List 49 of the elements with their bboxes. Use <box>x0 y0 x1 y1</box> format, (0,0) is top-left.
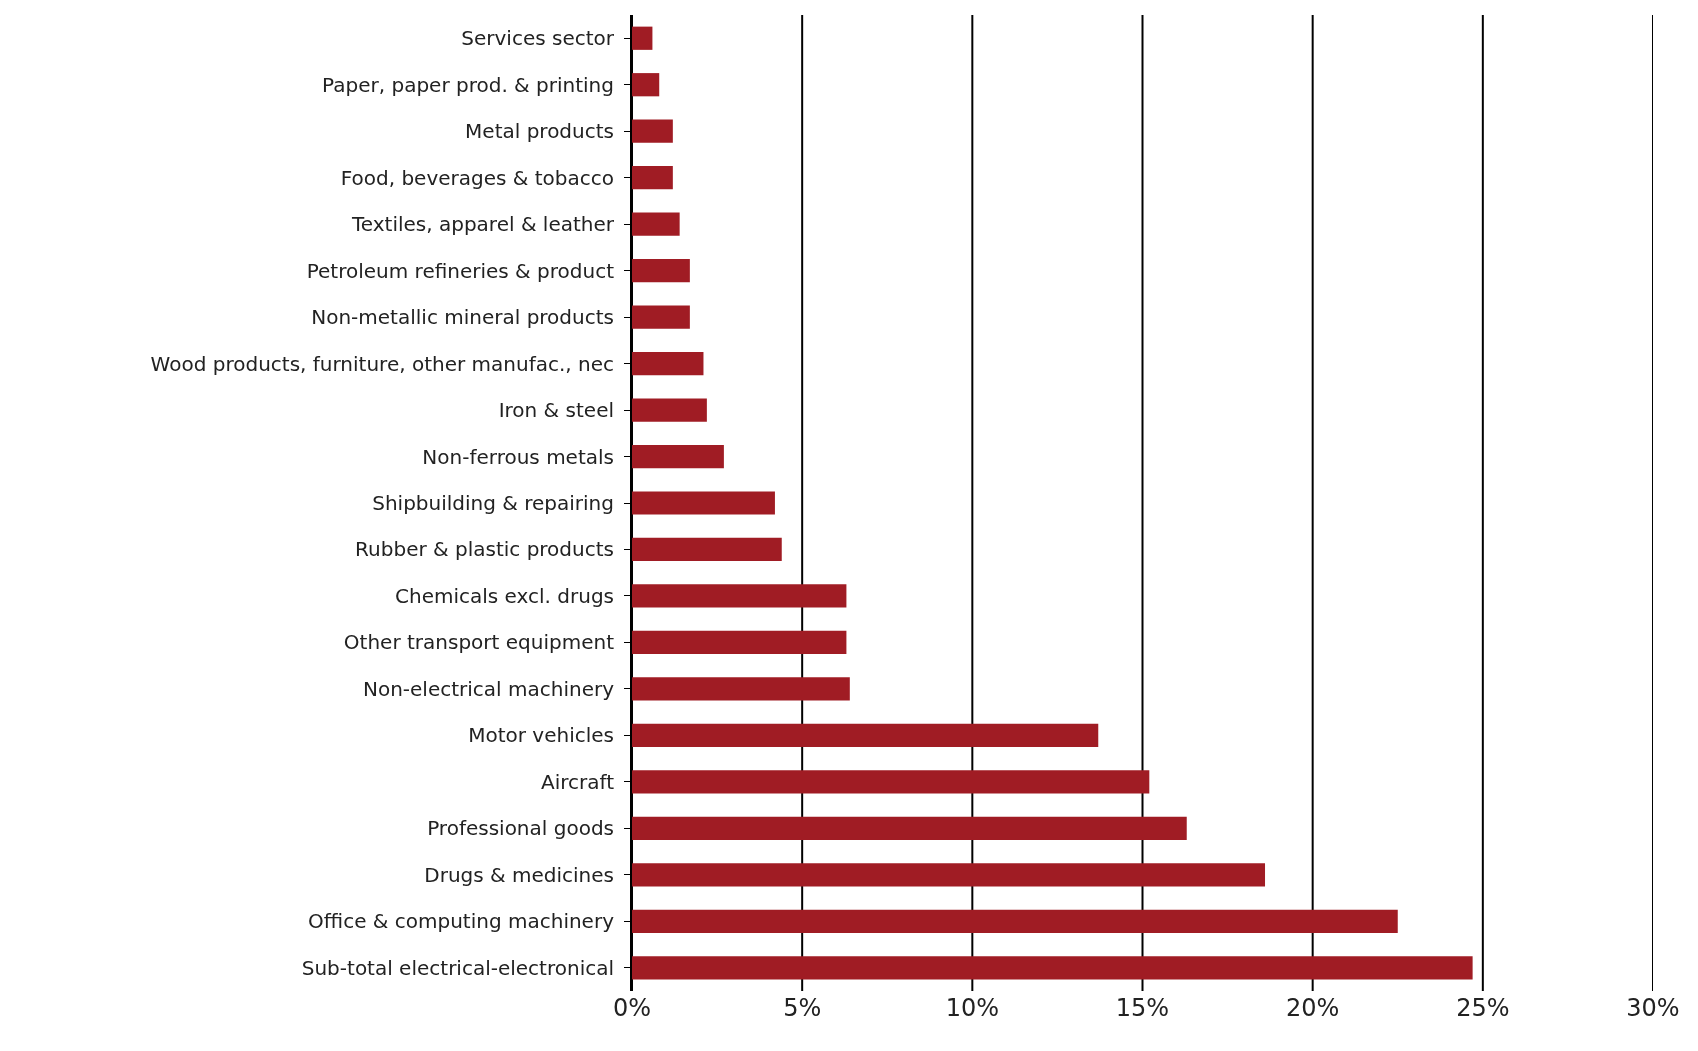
y-tick-label: Professional goods <box>427 816 614 841</box>
x-tick-label: 10% <box>945 994 999 1022</box>
bar <box>632 259 690 283</box>
bar <box>632 73 660 97</box>
y-tick-label: Iron & steel <box>498 398 614 423</box>
y-tick-label: Non-electrical machinery <box>362 676 615 701</box>
bar <box>632 816 1187 840</box>
x-tick-label: 15% <box>1115 994 1170 1022</box>
bar <box>632 305 690 329</box>
y-tick-label: Aircraft <box>540 769 615 794</box>
y-tick-label: Drugs & medicines <box>424 862 614 887</box>
y-tick-label: Other transport equipment <box>343 630 615 655</box>
bar <box>632 909 1398 933</box>
y-tick-label: Motor vehicles <box>468 723 614 748</box>
bar <box>632 444 724 469</box>
y-tick-label: Metal products <box>465 119 614 144</box>
y-tick-label: Chemicals excl. drugs <box>395 583 614 608</box>
y-tick-label: Services sector <box>461 26 615 51</box>
y-tick-label: Paper, paper prod. & printing <box>322 72 614 97</box>
y-tick-label: Petroleum refineries & product <box>306 258 615 283</box>
bar <box>632 26 653 50</box>
y-tick-label: Textiles, apparel & leather <box>350 212 615 237</box>
bar <box>632 677 850 701</box>
y-tick-label: Non-metallic mineral products <box>311 305 614 330</box>
bar <box>632 166 673 190</box>
y-tick-label: Non-ferrous metals <box>422 444 614 469</box>
bar <box>632 584 847 608</box>
bar <box>632 770 1150 794</box>
y-tick-label: Office & computing machinery <box>308 909 615 934</box>
x-tick-label: 5% <box>783 994 822 1022</box>
bar <box>632 956 1473 980</box>
y-tick-label: Food, beverages & tobacco <box>340 165 614 190</box>
bar <box>632 491 775 515</box>
bar <box>632 119 673 143</box>
y-tick-label: Wood products, furniture, other manufac., nec <box>150 351 614 376</box>
y-tick-label: Shipbuilding & repairing <box>372 491 614 515</box>
x-tick-label: 0% <box>612 994 652 1022</box>
x-tick-label: 30% <box>1626 994 1680 1022</box>
x-tick-label: 20% <box>1286 994 1340 1022</box>
bar <box>632 351 704 376</box>
bar <box>632 537 782 562</box>
bar <box>632 863 1266 887</box>
x-tick-label: 25% <box>1456 994 1510 1022</box>
bar <box>632 212 680 236</box>
bar <box>632 398 707 422</box>
y-tick-label: Sub-total electrical-electronical <box>301 955 614 980</box>
bar <box>632 723 1099 747</box>
bar <box>632 630 847 655</box>
y-tick-label: Rubber & plastic products <box>355 537 614 562</box>
